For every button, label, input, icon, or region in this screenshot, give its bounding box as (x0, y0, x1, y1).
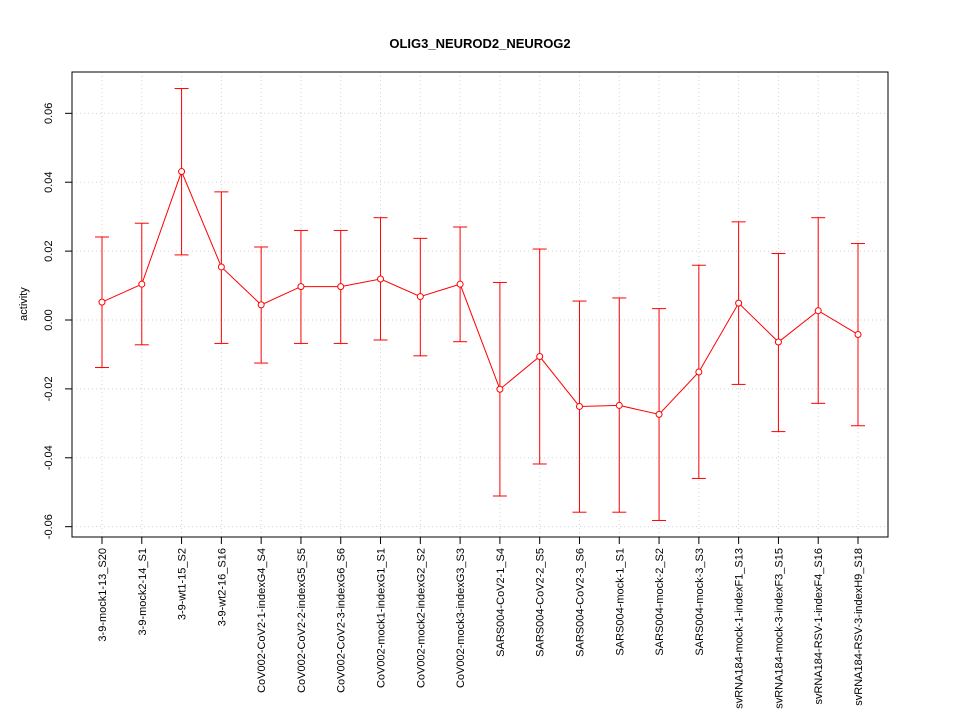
x-tick-label: 3-9-mock2-14_S1 (137, 548, 149, 635)
data-point (138, 280, 146, 288)
data-point (814, 307, 822, 315)
x-axis: 3-9-mock1-13_S20 3-9-mock2-14_S1 3-9-wt1-1… (97, 537, 865, 709)
data-point (735, 299, 743, 307)
chart-title: OLIG3_NEUROD2_NEUROG2 (389, 36, 570, 51)
data-point (536, 353, 544, 361)
x-tick-label: svRNA184-RSV-1-indexF4_S16 (813, 548, 825, 705)
x-tick-label: SARS004-CoV2-2_S5 (535, 548, 547, 657)
data-point (575, 402, 583, 410)
x-tick-label: SARS004-CoV2-3_S6 (574, 548, 586, 657)
data-point (178, 168, 186, 176)
x-tick-label: CoV002-CoV2-2-indexG5_S5 (296, 548, 308, 693)
data-point (496, 385, 504, 393)
data-marks (95, 88, 865, 521)
x-tick-label: 3-9-mock1-13_S20 (97, 548, 109, 642)
y-tick-label: -0.04 (43, 445, 55, 470)
data-point (98, 298, 106, 306)
x-tick-label: 3-9-wt2-16_S16 (216, 548, 228, 626)
data-point (257, 301, 265, 309)
x-tick-label: SARS004-mock-2_S2 (654, 548, 666, 656)
data-point (774, 338, 782, 346)
data-point (456, 280, 464, 288)
x-tick-label: CoV002-CoV2-3-indexG6_S6 (336, 548, 348, 693)
x-tick-label: svRNA184-RSV-3-indexH9_S18 (853, 548, 865, 706)
data-point (297, 283, 305, 291)
data-point (615, 401, 623, 409)
x-tick-label: CoV002-CoV2-1-indexG4_S4 (256, 548, 268, 693)
y-axis-label: activity (18, 287, 30, 321)
data-point (337, 283, 345, 291)
data-point (655, 410, 663, 418)
plot-frame (71, 71, 889, 538)
x-tick-label: svRNA184-mock-3-indexF3_S15 (773, 548, 785, 709)
y-tick-label: -0.06 (43, 514, 55, 539)
y-tick-label: 0.02 (43, 240, 55, 261)
grid (72, 72, 888, 537)
x-tick-label: CoV002-mock2-indexG2_S2 (415, 548, 427, 688)
x-tick-label: 3-9-wt1-15_S2 (177, 548, 189, 620)
x-tick-label: CoV002-mock3-indexG3_S3 (455, 548, 467, 688)
data-point (854, 330, 862, 338)
data-point (377, 275, 385, 283)
series-line (101, 170, 859, 415)
data-point (416, 293, 424, 301)
data-point (217, 263, 225, 271)
y-tick-label: 0.04 (43, 172, 55, 193)
x-tick-label: svRNA184-mock-1-indexF1_S13 (734, 548, 746, 709)
y-tick-label: -0.02 (43, 376, 55, 401)
x-tick-label: SARS004-mock-1_S1 (614, 548, 626, 656)
x-tick-label: SARS004-mock-3_S3 (694, 548, 706, 656)
x-tick-label: SARS004-CoV2-1_S4 (495, 548, 507, 657)
y-axis: -0.06 -0.04 -0.02 0.00 0.02 0.04 0.06 (43, 103, 72, 539)
x-tick-label: CoV002-mock1-indexG1_S1 (376, 548, 388, 688)
y-tick-label: 0.06 (43, 103, 55, 124)
y-tick-label: 0.00 (43, 309, 55, 330)
data-point (695, 368, 703, 376)
